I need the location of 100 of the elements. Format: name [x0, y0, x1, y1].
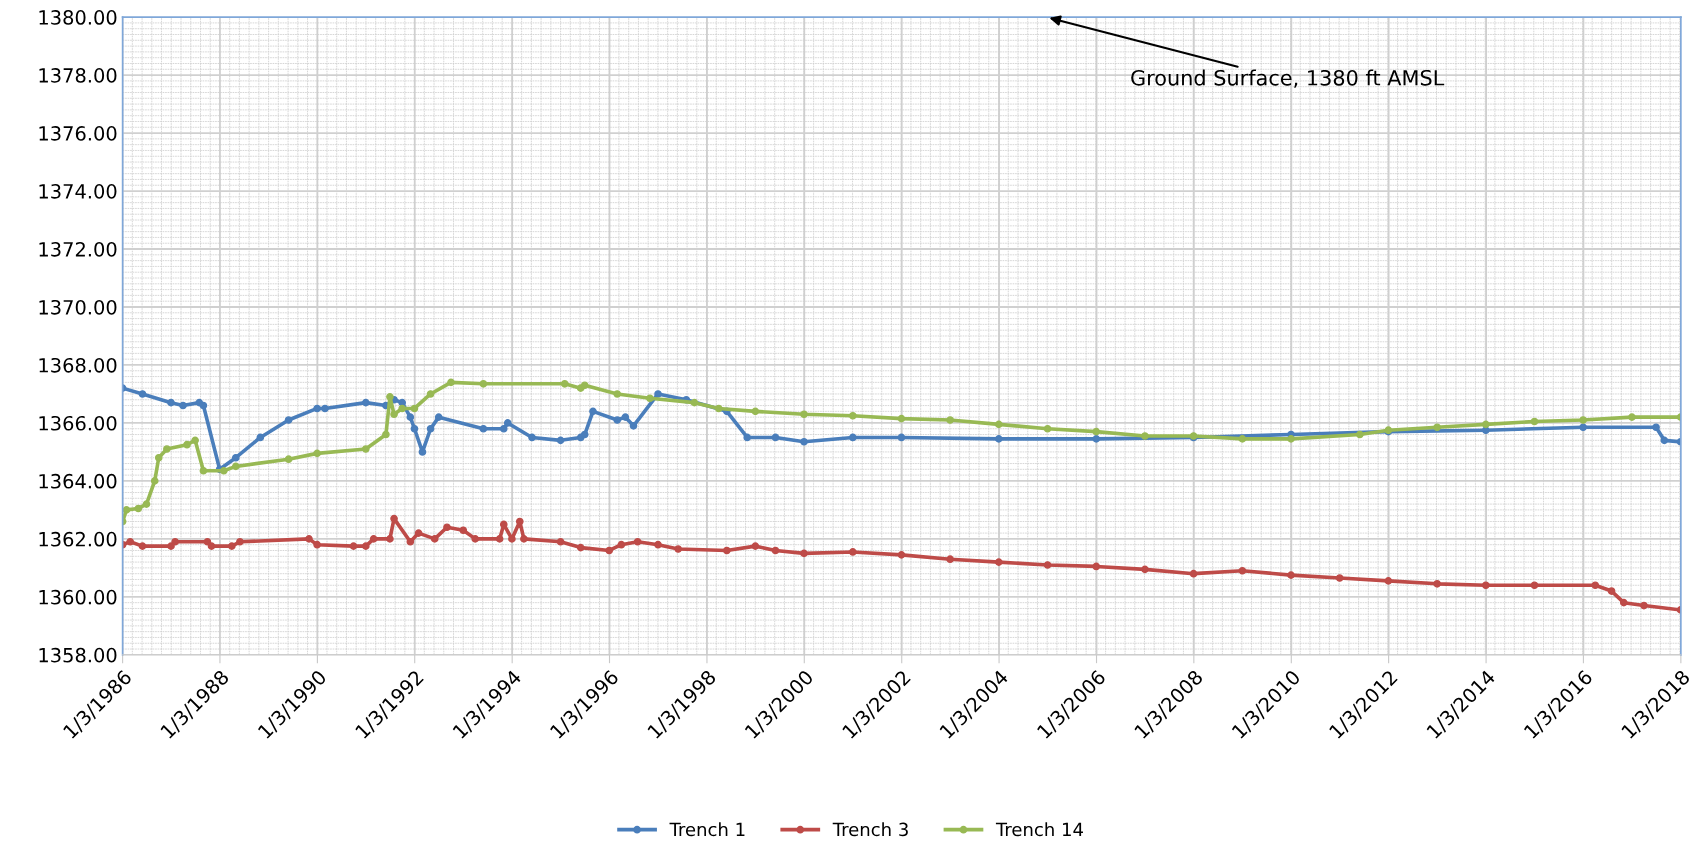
point [227, 542, 236, 550]
point [1287, 571, 1295, 579]
point [199, 466, 208, 475]
point [508, 535, 516, 543]
point [231, 462, 240, 471]
point [560, 379, 569, 388]
legend-label: Trench 3 [832, 822, 908, 837]
point [994, 558, 1003, 566]
point [800, 410, 808, 419]
point [434, 413, 443, 421]
point [313, 404, 321, 413]
point [994, 435, 1003, 443]
point [236, 537, 244, 546]
point [313, 449, 321, 458]
point [848, 433, 857, 442]
point [1092, 562, 1101, 571]
point [479, 424, 488, 433]
point [946, 416, 954, 424]
point [1043, 561, 1052, 569]
point [503, 419, 512, 427]
point [714, 404, 723, 413]
point [361, 542, 370, 550]
point [179, 401, 187, 410]
point [171, 537, 179, 546]
y-tick-label: 1374.00 [39, 184, 117, 199]
point [1189, 569, 1198, 578]
point [520, 535, 528, 543]
y-tick-label: 1362.00 [39, 531, 117, 547]
point [556, 537, 565, 546]
point [390, 410, 398, 419]
point [349, 542, 358, 550]
point [150, 477, 159, 485]
point [1579, 423, 1587, 432]
point [471, 535, 480, 543]
point [414, 529, 423, 537]
point [1092, 435, 1101, 443]
point [1481, 581, 1490, 590]
point [771, 546, 780, 555]
point [426, 424, 435, 433]
point [576, 543, 585, 552]
point [398, 404, 407, 413]
point [848, 548, 857, 556]
point [191, 436, 199, 445]
point [1481, 426, 1490, 435]
y-tick-label: 1366.00 [39, 415, 117, 431]
point [800, 549, 808, 558]
point [1607, 587, 1616, 595]
point [751, 542, 760, 550]
point [361, 445, 370, 453]
point [848, 411, 857, 420]
point [646, 394, 654, 403]
point [1619, 598, 1628, 607]
point [556, 436, 565, 445]
point [386, 535, 394, 543]
y-tick-label: 1360.00 [39, 589, 117, 605]
y-tick-label: 1358.00 [39, 647, 117, 663]
point [1652, 423, 1660, 432]
point [361, 398, 370, 407]
point [897, 551, 906, 559]
point [219, 466, 228, 475]
point [499, 424, 508, 433]
point [284, 416, 293, 424]
point [629, 422, 638, 430]
point [743, 433, 752, 442]
point [167, 398, 175, 407]
point [163, 445, 171, 453]
point [390, 514, 398, 523]
point [134, 504, 143, 513]
point [897, 414, 906, 423]
point [1591, 581, 1600, 590]
point [1238, 435, 1247, 443]
point [771, 433, 780, 442]
legend-label: Trench 1 [669, 822, 745, 837]
point [313, 540, 321, 549]
point [723, 546, 731, 555]
point [443, 523, 451, 532]
legend-label: Trench 14 [995, 822, 1083, 837]
point [633, 537, 642, 546]
point [167, 542, 175, 550]
point [199, 401, 208, 410]
point [1433, 423, 1441, 432]
point [447, 378, 455, 387]
y-tick-label: 1364.00 [39, 473, 117, 489]
point [1238, 566, 1247, 575]
point [617, 540, 626, 549]
point [751, 407, 760, 416]
point [515, 517, 524, 526]
point [605, 546, 614, 555]
point [406, 537, 415, 546]
point [386, 393, 394, 401]
point [589, 407, 597, 416]
point [426, 390, 435, 398]
point [495, 535, 504, 543]
point [256, 433, 265, 442]
y-tick-label: 1378.00 [39, 68, 117, 83]
point [1628, 413, 1636, 421]
point [1092, 427, 1101, 436]
point [231, 453, 240, 462]
point [126, 537, 135, 546]
point [654, 540, 662, 549]
